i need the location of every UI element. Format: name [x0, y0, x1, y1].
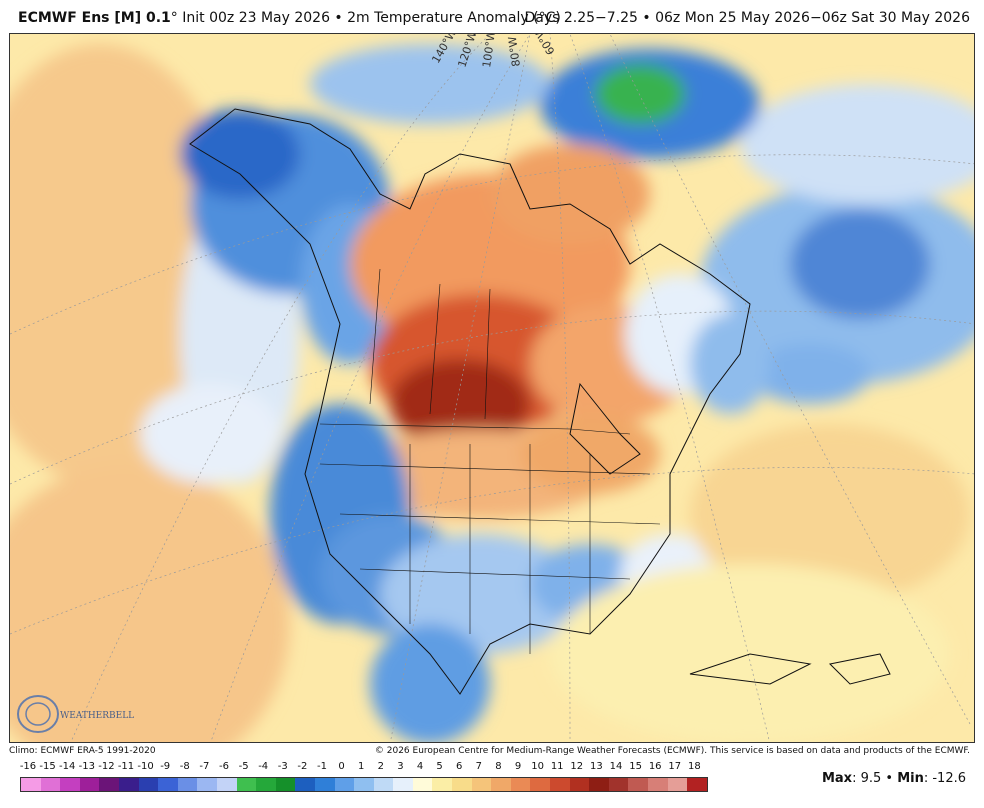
- colorbar-label: 4: [416, 761, 424, 772]
- colorbar-label: -16: [19, 761, 37, 772]
- colorbar-label: 12: [570, 761, 584, 772]
- colorbar-label: -5: [238, 761, 249, 772]
- colorbar-swatch: [40, 778, 61, 791]
- colorbar-label: 18: [688, 761, 701, 772]
- colorbar-swatch: [158, 778, 178, 791]
- colorbar-label: -3: [277, 761, 288, 772]
- max-min-stats: Max: 9.5 • Min: -12.6: [822, 771, 966, 786]
- colorbar-swatch: [354, 778, 374, 791]
- colorbar-label: -1: [317, 761, 327, 772]
- colorbar-label: 3: [397, 761, 404, 772]
- colorbar-swatch: [373, 778, 394, 791]
- colorbar-label: 17: [668, 761, 682, 772]
- logo-text: WEATHERBELL: [60, 711, 134, 721]
- colorbar-swatch: [256, 778, 276, 791]
- colorbar-swatch: [589, 778, 609, 791]
- colorbar-swatch: [99, 778, 119, 791]
- temperature-anomaly-map: 140°W 120°W 100°W 80°W 60°W WEATHERBELL: [9, 33, 975, 743]
- colorbar-swatch: [628, 778, 648, 791]
- colorbar-swatch: [648, 778, 668, 791]
- colorbar-label: -12: [98, 761, 115, 772]
- colorbar-swatch: [60, 778, 80, 791]
- colorbar-swatch: [412, 778, 433, 791]
- degree-sign: °: [170, 10, 178, 26]
- colorbar-label: -7: [199, 761, 210, 772]
- colorbar-swatch: [491, 778, 511, 791]
- colorbar-label: 13: [590, 761, 603, 772]
- colorbar-label: -6: [219, 761, 229, 772]
- colorbar-swatch: [393, 778, 413, 791]
- valid-period: Days 2.25−7.25 • 06z Mon 25 May 2026−06z…: [524, 10, 970, 26]
- colorbar-swatch: [197, 778, 217, 791]
- anomaly-field: [10, 44, 974, 742]
- colorbar-label: -10: [137, 761, 154, 772]
- max-label: Max: [821, 771, 853, 786]
- map-title: ECMWF Ens [M] 0.1° Init 00z 23 May 2026 …: [18, 10, 561, 32]
- copyright-credit: © 2026 European Centre for Medium-Range …: [374, 746, 970, 756]
- colorbar-label: 1: [358, 761, 365, 772]
- min-value: : -12.6: [923, 771, 966, 786]
- colorbar-label: 7: [475, 761, 482, 772]
- colorbar-swatch: [569, 778, 590, 791]
- colorbar-label: 8: [495, 761, 502, 772]
- max-value: : 9.5 •: [852, 771, 898, 786]
- colorbar-swatch: [471, 778, 492, 791]
- colorbar-label: -15: [39, 761, 56, 772]
- colorbar-label: -8: [179, 761, 190, 772]
- colorbar-label: 5: [436, 761, 443, 772]
- colorbar-swatch: [177, 778, 198, 791]
- colorbar-swatches: [20, 777, 708, 792]
- coastlines: [189, 108, 891, 695]
- weatherbell-logo: WEATHERBELL: [17, 695, 134, 733]
- colorbar-label: 2: [377, 761, 384, 772]
- colorbar-label: 6: [456, 761, 463, 772]
- colorbar-label: 14: [609, 761, 623, 772]
- colorbar-label: -13: [78, 761, 95, 772]
- colorbar-label: 9: [514, 761, 522, 772]
- colorbar-label: 16: [648, 761, 662, 772]
- colorbar-swatch: [236, 778, 257, 791]
- map-canvas: 140°W 120°W 100°W 80°W 60°W WEATHERBELL: [10, 34, 974, 742]
- colorbar-label: -9: [160, 761, 171, 772]
- min-label: Min: [897, 771, 924, 786]
- colorbar-label: 11: [550, 761, 564, 772]
- colorbar-swatch: [295, 778, 315, 791]
- colorbar-label: 0: [338, 761, 345, 772]
- colorbar-swatch: [667, 778, 688, 791]
- model-name: ECMWF Ens [M] 0.1: [18, 10, 171, 26]
- colorbar-swatch: [530, 778, 551, 791]
- colorbar-swatch: [608, 778, 629, 791]
- init-text: Init 00z 23 May 2026 • 2m Temperature An…: [177, 10, 561, 26]
- climo-credit: Climo: ECMWF ERA-5 1991-2020: [9, 746, 156, 756]
- colorbar-label: -2: [297, 761, 308, 772]
- graticule: [10, 34, 974, 742]
- colorbar-swatch: [138, 778, 159, 791]
- colorbar-swatch: [79, 778, 100, 791]
- colorbar-label: 15: [629, 761, 642, 772]
- colorbar-label: -11: [117, 761, 135, 772]
- colorbar-swatch: [687, 778, 707, 791]
- political-borders: [319, 268, 661, 654]
- lon-label-100w: 100°W: [480, 34, 498, 68]
- lon-label-80w: 80°W: [506, 35, 523, 67]
- colorbar-swatch: [216, 778, 237, 791]
- colorbar-label: 10: [531, 761, 544, 772]
- colorbar-swatch: [452, 778, 472, 791]
- colorbar-swatch: [550, 778, 570, 791]
- colorbar-label: -14: [59, 761, 76, 772]
- colorbar-swatch: [432, 778, 453, 791]
- colorbar-swatch: [118, 778, 139, 791]
- colorbar-swatch: [334, 778, 355, 791]
- colorbar-swatch: [510, 778, 531, 791]
- colorbar-swatch: [314, 778, 335, 791]
- colorbar-swatch: [21, 778, 41, 791]
- colorbar-swatch: [275, 778, 296, 791]
- colorbar-label: -4: [258, 761, 269, 772]
